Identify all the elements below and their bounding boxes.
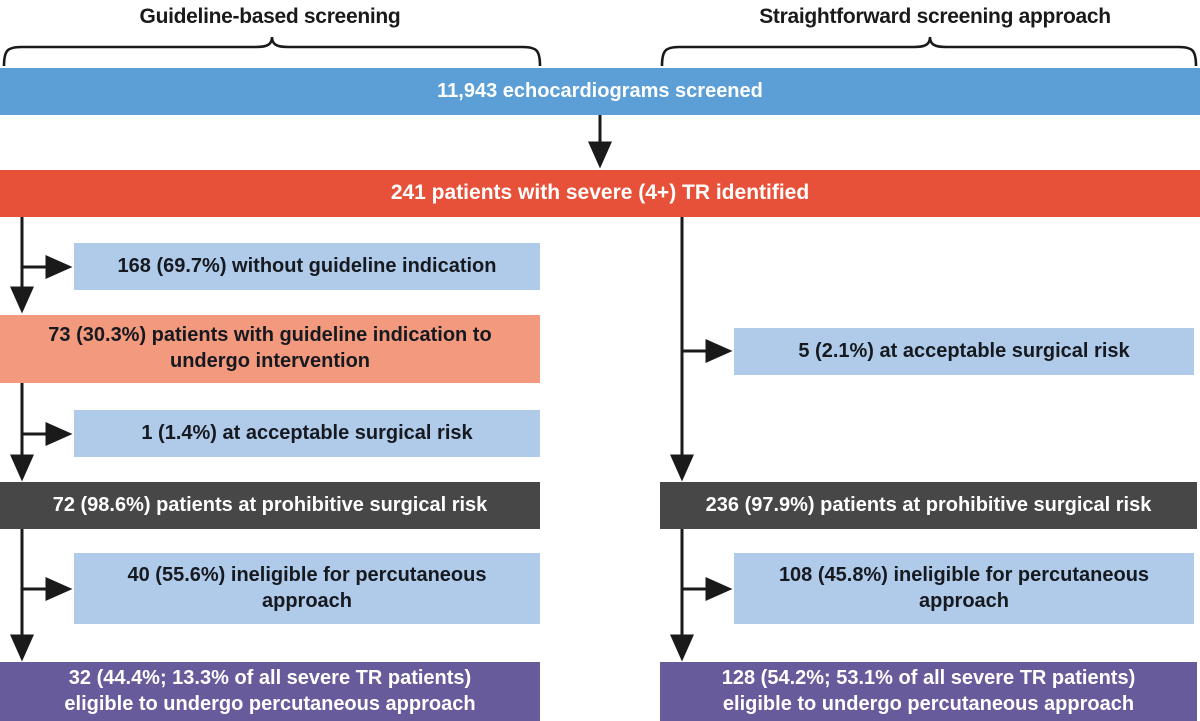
box-severe-tr-identified: 241 patients with severe (4+) TR identif… bbox=[0, 170, 1200, 217]
box-right-ineligible-percutaneous: 108 (45.8%) ineligible for percutaneous … bbox=[734, 553, 1194, 624]
box-right-prohibitive-surgical-risk-label: 236 (97.9%) patients at prohibitive surg… bbox=[705, 493, 1152, 516]
box-right-eligible-percutaneous-label: 128 (54.2%; 53.1% of all severe TR patie… bbox=[721, 666, 1136, 715]
box-left-prohibitive-surgical-risk-label: 72 (98.6%) patients at prohibitive surgi… bbox=[52, 493, 488, 516]
box-left-without-guideline-indication: 168 (69.7%) without guideline indication bbox=[74, 243, 540, 290]
box-right-acceptable-surgical-risk: 5 (2.1%) at acceptable surgical risk bbox=[734, 328, 1194, 375]
box-echocardiograms-screened-label: 11,943 echocardiograms screened bbox=[437, 79, 763, 102]
box-echocardiograms-screened: 11,943 echocardiograms screened bbox=[0, 68, 1200, 115]
box-left-eligible-percutaneous-label: 32 (44.4%; 13.3% of all severe TR patien… bbox=[64, 666, 476, 715]
box-severe-tr-identified-label: 241 patients with severe (4+) TR identif… bbox=[390, 181, 810, 205]
right-brace bbox=[660, 36, 1198, 67]
box-left-without-guideline-indication-label: 168 (69.7%) without guideline indication bbox=[117, 254, 497, 277]
box-left-eligible-percutaneous: 32 (44.4%; 13.3% of all severe TR patien… bbox=[0, 662, 540, 721]
box-right-prohibitive-surgical-risk: 236 (97.9%) patients at prohibitive surg… bbox=[660, 482, 1197, 529]
left-brace bbox=[2, 36, 542, 67]
box-left-prohibitive-surgical-risk: 72 (98.6%) patients at prohibitive surgi… bbox=[0, 482, 540, 529]
box-right-eligible-percutaneous: 128 (54.2%; 53.1% of all severe TR patie… bbox=[660, 662, 1197, 721]
box-left-acceptable-surgical-risk: 1 (1.4%) at acceptable surgical risk bbox=[74, 410, 540, 457]
box-left-ineligible-percutaneous-label: 40 (55.6%) ineligible for percutaneous a… bbox=[127, 563, 487, 612]
box-left-guideline-indication: 73 (30.3%) patients with guideline indic… bbox=[0, 315, 540, 383]
box-right-ineligible-percutaneous-label: 108 (45.8%) ineligible for percutaneous … bbox=[778, 563, 1150, 612]
right-column-header: Straightforward screening approach bbox=[759, 5, 1111, 28]
left-column-header: Guideline-based screening bbox=[139, 5, 401, 28]
box-right-acceptable-surgical-risk-label: 5 (2.1%) at acceptable surgical risk bbox=[798, 339, 1130, 362]
box-left-acceptable-surgical-risk-label: 1 (1.4%) at acceptable surgical risk bbox=[141, 421, 473, 444]
box-left-guideline-indication-label: 73 (30.3%) patients with guideline indic… bbox=[48, 324, 492, 372]
box-left-ineligible-percutaneous: 40 (55.6%) ineligible for percutaneous a… bbox=[74, 553, 540, 624]
